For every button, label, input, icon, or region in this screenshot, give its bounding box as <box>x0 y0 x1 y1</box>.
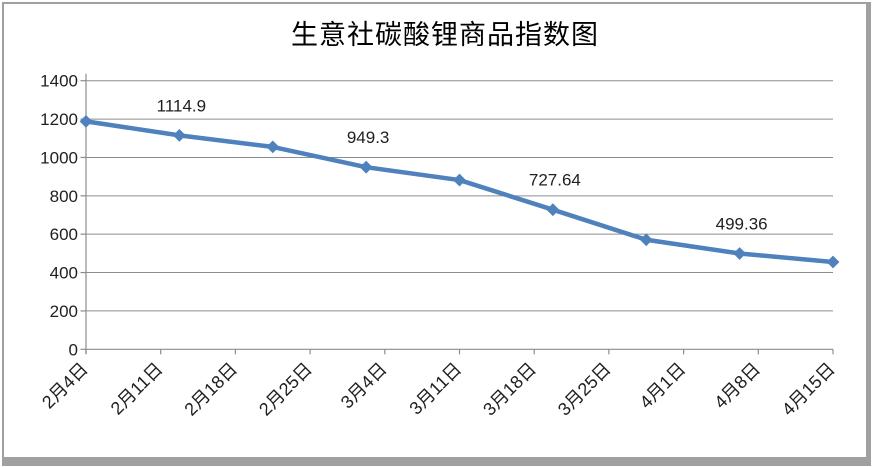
x-tick-label: 2月4日 <box>38 359 92 413</box>
x-tick-label: 3月25日 <box>554 359 615 420</box>
chart-title: 生意社碳酸锂商品指数图 <box>291 20 599 50</box>
frame-border-bottom <box>2 457 871 466</box>
x-tick-label: 3月11日 <box>405 359 465 419</box>
y-tick-label: 400 <box>50 264 78 283</box>
frame-border-right <box>866 2 871 466</box>
y-tick-label: 0 <box>69 340 78 359</box>
x-tick-label: 3月4日 <box>337 359 391 413</box>
y-tick-label: 600 <box>50 225 78 244</box>
y-tick-label: 1000 <box>40 148 78 167</box>
data-point-marker <box>453 173 466 187</box>
x-tick-label: 3月18日 <box>479 359 540 420</box>
x-tick-label: 4月15日 <box>778 359 839 420</box>
data-point-marker <box>639 233 653 247</box>
data-label: 949.3 <box>347 128 390 147</box>
data-point-marker <box>546 203 560 217</box>
data-point-marker <box>79 114 93 128</box>
y-tick-label: 800 <box>50 187 78 206</box>
x-tick-label: 2月18日 <box>180 359 241 420</box>
data-label: 1114.9 <box>157 96 206 115</box>
x-tick-label: 2月11日 <box>107 359 167 419</box>
data-point-marker <box>266 140 280 154</box>
data-point-marker <box>733 247 747 260</box>
data-point-marker <box>172 128 186 142</box>
x-tick-label: 4月8日 <box>710 359 764 413</box>
y-tick-label: 1200 <box>40 110 78 129</box>
y-tick-label: 200 <box>50 302 78 321</box>
y-tick-label: 1400 <box>40 72 78 91</box>
x-tick-label: 4月1日 <box>636 359 690 413</box>
data-point-marker <box>826 255 840 269</box>
series-line <box>83 119 836 265</box>
frame-border-top <box>2 2 871 4</box>
data-label: 727.64 <box>529 171 581 190</box>
data-point-marker <box>359 160 373 174</box>
x-tick-label: 2月25日 <box>255 359 316 420</box>
frame-border-left <box>2 2 4 466</box>
data-label: 499.36 <box>716 214 768 233</box>
